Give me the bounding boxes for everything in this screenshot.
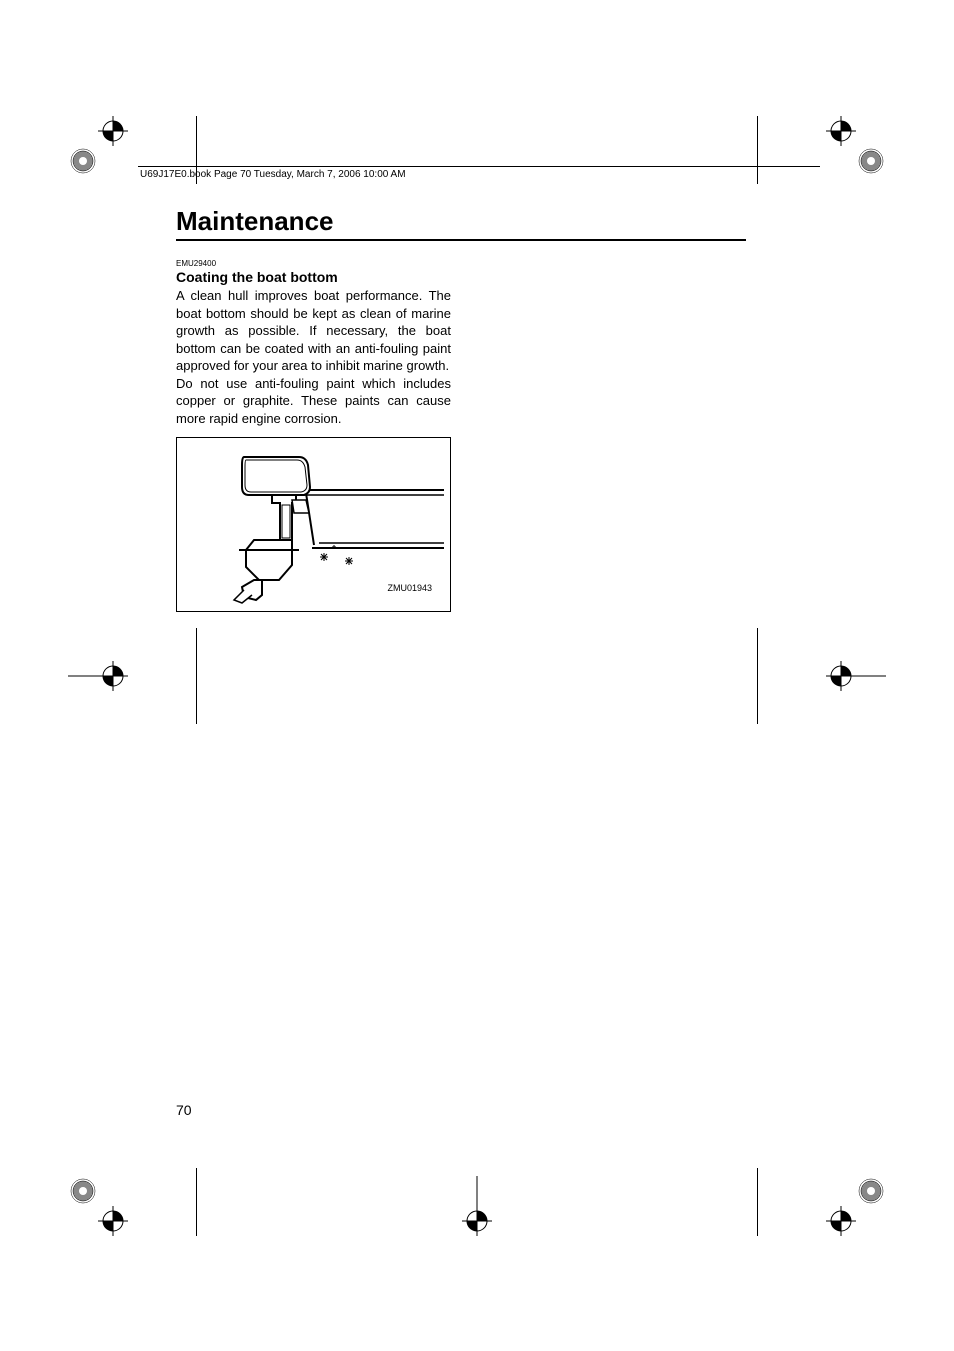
paragraph: Do not use anti-fouling paint which incl…	[176, 375, 451, 428]
registration-mark-icon	[68, 116, 128, 176]
registration-mark-icon	[68, 646, 128, 706]
registration-mark-icon	[826, 116, 886, 176]
section-heading: Coating the boat bottom	[176, 269, 746, 285]
registration-mark-icon	[447, 1176, 507, 1236]
registration-mark-icon	[826, 1176, 886, 1236]
content-frame: Maintenance EMU29400 Coating the boat bo…	[176, 206, 746, 1126]
figure-label: ZMU01943	[387, 583, 432, 593]
crop-line	[757, 116, 758, 184]
figure-outboard-motor: ZMU01943	[176, 437, 451, 612]
title-rule	[176, 239, 746, 241]
page-container: U69J17E0.book Page 70 Tuesday, March 7, …	[68, 116, 886, 1236]
crop-line	[196, 116, 197, 184]
crop-line	[757, 628, 758, 724]
outboard-motor-icon	[184, 445, 444, 605]
header-book-info: U69J17E0.book Page 70 Tuesday, March 7, …	[140, 169, 406, 180]
page-number: 70	[176, 1102, 192, 1118]
crop-line	[196, 1168, 197, 1236]
crop-line	[757, 1168, 758, 1236]
paragraph: A clean hull improves boat performance. …	[176, 287, 451, 375]
registration-mark-icon	[826, 646, 886, 706]
reference-code: EMU29400	[176, 259, 746, 268]
registration-mark-icon	[68, 1176, 128, 1236]
chapter-title: Maintenance	[176, 206, 746, 237]
body-text: A clean hull improves boat performance. …	[176, 287, 451, 427]
header-rule	[138, 166, 820, 167]
